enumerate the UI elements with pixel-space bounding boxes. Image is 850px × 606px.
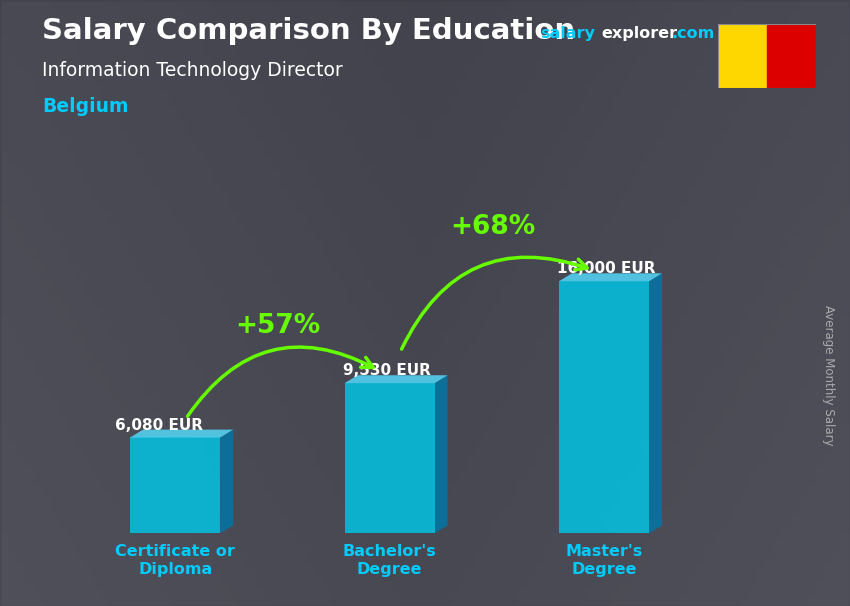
Text: .com: .com [672,25,715,41]
Bar [767,24,816,88]
Polygon shape [344,375,448,383]
Text: +57%: +57% [235,313,320,339]
Text: Belgium: Belgium [42,97,129,116]
Text: Average Monthly Salary: Average Monthly Salary [822,305,836,446]
Bar [718,24,767,88]
Polygon shape [434,375,448,533]
Polygon shape [649,273,662,533]
Bar [344,383,434,533]
Bar [559,281,649,533]
Text: Salary Comparison By Education: Salary Comparison By Education [42,18,575,45]
Bar [130,438,220,533]
Text: salary: salary [540,25,595,41]
Text: 9,530 EUR: 9,530 EUR [343,363,430,378]
Text: 16,000 EUR: 16,000 EUR [557,261,655,276]
Polygon shape [130,430,233,438]
Polygon shape [220,430,233,533]
Text: Information Technology Director: Information Technology Director [42,61,343,80]
Text: explorer: explorer [602,25,678,41]
Text: +68%: +68% [450,214,536,240]
Text: 6,080 EUR: 6,080 EUR [116,418,203,433]
Polygon shape [559,273,662,281]
